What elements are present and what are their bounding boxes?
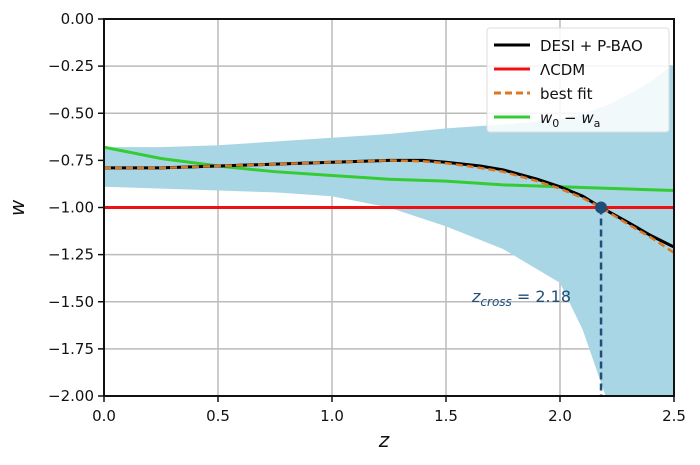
y-tick-label: −0.50 xyxy=(48,104,94,122)
legend-label-1: ΛCDM xyxy=(540,61,585,79)
axis-ticks: 0.0 0.5 1.0 1.5 2.0 2.5 0.00 −0.25 −0.50 −0.75 −1.… xyxy=(48,10,686,425)
crossing-sub: cross xyxy=(480,295,511,309)
legend-label-part: − w xyxy=(559,109,594,127)
crossing-var: z xyxy=(471,287,481,306)
y-tick-label: −0.25 xyxy=(48,57,94,75)
y-tick-label: −1.25 xyxy=(48,246,94,264)
series-line-0 xyxy=(104,158,674,249)
uncertainty-band xyxy=(104,64,674,396)
crossing-annotation: zcross = 2.18 xyxy=(471,287,571,309)
crossing-marker xyxy=(595,201,608,214)
x-tick-label: 1.0 xyxy=(320,407,344,425)
x-axis-label: z xyxy=(378,428,390,452)
x-tick-label: 2.5 xyxy=(662,407,686,425)
series-lines xyxy=(104,145,674,254)
legend-box xyxy=(486,27,670,133)
crossing-value: = 2.18 xyxy=(512,287,571,306)
legend-label-3: w0 − wa xyxy=(540,109,600,130)
y-tick-label: −1.75 xyxy=(48,340,94,358)
series-line-2 xyxy=(104,159,674,254)
x-tick-label: 1.5 xyxy=(434,407,458,425)
y-tick-label: 0.00 xyxy=(61,10,94,28)
y-tick-label: −2.00 xyxy=(48,387,94,405)
y-tick-label: −0.75 xyxy=(48,151,94,169)
legend-label-2: best fit xyxy=(540,85,593,103)
y-axis-label: w xyxy=(5,199,29,216)
y-tick-label: −1.50 xyxy=(48,293,94,311)
series-line-3 xyxy=(104,145,674,193)
legend-label-part: 0 xyxy=(552,117,559,130)
legend-label-0: DESI + P-BAO xyxy=(540,37,643,55)
x-tick-label: 0.5 xyxy=(206,407,230,425)
legend-label-part: w xyxy=(540,109,553,127)
x-tick-label: 2.0 xyxy=(548,407,572,425)
x-tick-label: 0.0 xyxy=(92,407,116,425)
legend: DESI + P-BAO ΛCDM best fit w0 − wa xyxy=(486,27,670,133)
legend-label-part: a xyxy=(594,117,601,130)
y-tick-label: −1.00 xyxy=(48,199,94,217)
